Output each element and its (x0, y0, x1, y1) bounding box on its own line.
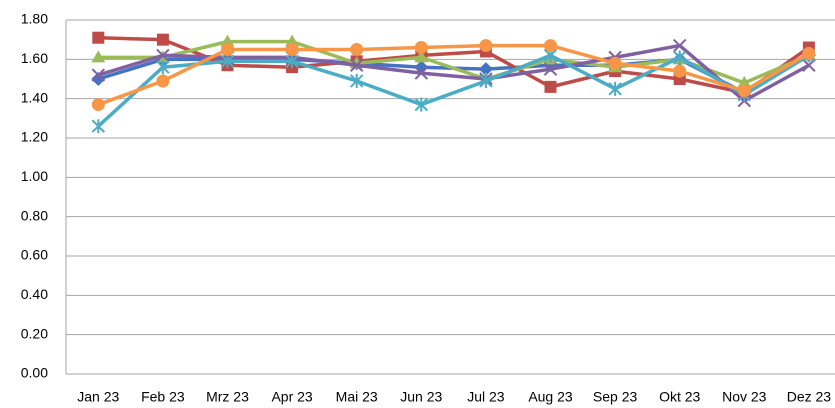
marker (220, 54, 235, 69)
marker (544, 39, 557, 53)
marker (543, 62, 558, 76)
marker (414, 41, 428, 55)
marker (737, 84, 751, 98)
x-tick-label: Apr 23 (271, 389, 312, 405)
marker (91, 50, 106, 63)
marker (285, 54, 299, 69)
x-tick-label: Mai 23 (336, 389, 378, 405)
y-tick-label: 0.40 (21, 286, 48, 302)
marker (285, 43, 299, 56)
y-tick-label: 0.20 (21, 325, 48, 341)
marker (737, 75, 752, 88)
marker (544, 80, 557, 93)
x-tick-label: Jul 23 (467, 389, 505, 405)
marker (91, 119, 106, 134)
marker (220, 34, 235, 47)
y-tick-label: 0.00 (21, 365, 48, 381)
marker (91, 98, 105, 112)
marker (156, 74, 170, 88)
y-tick-label: 0.80 (21, 207, 48, 223)
marker (479, 73, 493, 88)
marker (349, 58, 364, 72)
y-tick-label: 0.60 (21, 247, 48, 263)
marker (673, 64, 687, 78)
x-tick-label: Sep 23 (593, 389, 638, 405)
marker (802, 58, 816, 72)
marker (350, 43, 364, 56)
y-tick-label: 1.20 (21, 129, 48, 145)
x-tick-label: Nov 23 (722, 389, 767, 405)
x-tick-label: Jun 23 (400, 389, 442, 405)
marker (672, 50, 687, 65)
marker (156, 33, 169, 46)
y-tick-label: 1.80 (21, 11, 48, 27)
marker (414, 66, 429, 80)
x-tick-label: Aug 23 (528, 389, 573, 405)
marker (349, 73, 364, 88)
y-tick-label: 1.60 (21, 50, 48, 66)
series-line (97, 53, 810, 128)
marker (91, 68, 106, 82)
x-tick-label: Feb 23 (141, 389, 185, 405)
marker (672, 38, 687, 53)
marker (479, 39, 493, 53)
x-tick-label: Jan 23 (77, 389, 119, 405)
series-line (97, 43, 810, 107)
series-line (97, 43, 810, 103)
marker (156, 48, 170, 63)
marker (608, 81, 622, 96)
marker (285, 34, 300, 47)
marker (156, 60, 170, 75)
marker (92, 31, 105, 44)
y-tick-label: 1.40 (21, 89, 48, 105)
x-tick-label: Dez 23 (787, 389, 832, 405)
marker (478, 62, 493, 77)
marker (414, 50, 429, 63)
marker (414, 97, 429, 112)
x-tick-label: Mrz 23 (206, 389, 249, 405)
marker (221, 43, 234, 56)
marker (802, 46, 816, 60)
marker (608, 56, 622, 70)
y-tick-label: 1.00 (21, 168, 48, 184)
x-tick-label: Okt 23 (659, 389, 700, 405)
